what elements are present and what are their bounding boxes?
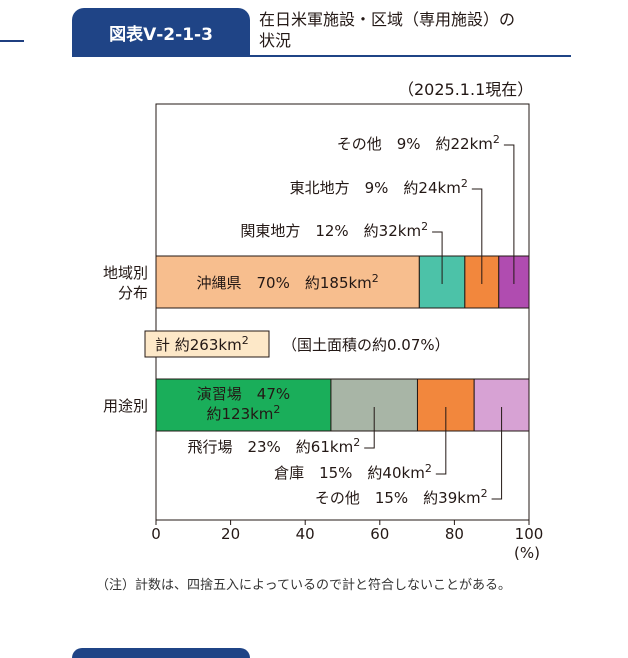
figure-title: 在日米軍施設・区域（専用施設）の 状況: [259, 9, 579, 51]
data-label: 関東地方 12% 約32km2: [240, 220, 428, 240]
figure-number-tab: 図表Ⅴ-2-1-3: [72, 8, 250, 56]
bar-segment: [155, 378, 332, 432]
x-tick-label: 60: [370, 525, 389, 543]
figure-title-line-2: 状況: [259, 31, 292, 50]
total-label: 計 約263km2: [155, 334, 249, 354]
data-label: 約123km2: [206, 403, 280, 423]
leader-line: [435, 407, 447, 475]
figure-title-line-1: 在日米軍施設・区域（専用施設）の: [259, 10, 516, 29]
leader-line: [364, 407, 375, 449]
total-box: [144, 330, 270, 358]
total-note: （国土面積の約0.07%）: [282, 336, 450, 354]
as-of-date: （2025.1.1現在）: [398, 80, 534, 99]
data-label: 飛行場 23% 約61km2: [187, 436, 360, 456]
leader-line: [471, 188, 483, 284]
x-tick-label: 20: [221, 525, 240, 543]
data-label: その他 9% 約22km2: [337, 133, 500, 153]
data-label: 沖縄県 70% 約185km2: [197, 272, 379, 292]
next-figure-tab: [72, 648, 250, 658]
category-label: 分布: [118, 284, 148, 302]
leader-line: [432, 231, 443, 284]
data-label: その他 15% 約39km2: [315, 487, 488, 507]
leader-line: [503, 144, 515, 284]
x-tick-label: 80: [445, 525, 464, 543]
left-margin-rule: [0, 40, 24, 42]
bar-segment: [155, 255, 420, 309]
header-rule: [72, 55, 571, 57]
category-label: 用途別: [103, 397, 148, 415]
x-axis-unit: (%): [514, 544, 540, 562]
x-tick-label: 100: [515, 525, 544, 543]
plot-frame: [155, 103, 530, 521]
x-tick-label: 40: [296, 525, 315, 543]
figure-number: 図表Ⅴ-2-1-3: [109, 24, 213, 45]
leader-line: [491, 407, 503, 500]
data-label: 演習場 47%: [197, 385, 290, 403]
data-label: 東北地方 9% 約24km2: [290, 177, 468, 197]
category-label: 地域別: [103, 264, 148, 282]
x-tick-label: 0: [151, 525, 161, 543]
data-label: 倉庫 15% 約40km2: [274, 462, 432, 482]
footnote: （注）計数は、四捨五入によっているので計と符合しないことがある。: [96, 578, 511, 593]
